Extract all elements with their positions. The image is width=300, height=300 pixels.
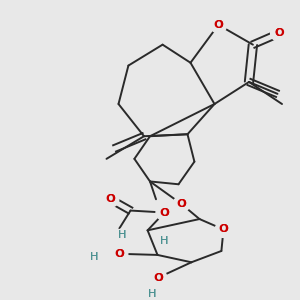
Text: O: O <box>154 272 163 283</box>
Circle shape <box>102 191 119 207</box>
Text: H: H <box>118 230 127 240</box>
Text: O: O <box>274 28 284 38</box>
Text: O: O <box>154 272 163 283</box>
Circle shape <box>116 229 129 242</box>
Text: O: O <box>177 199 186 209</box>
Text: H: H <box>89 252 98 262</box>
Circle shape <box>173 196 190 212</box>
Circle shape <box>111 246 128 262</box>
Text: O: O <box>160 208 169 218</box>
Circle shape <box>87 250 100 263</box>
Text: O: O <box>219 224 228 235</box>
Text: H: H <box>148 290 157 299</box>
Text: O: O <box>214 20 223 30</box>
Text: O: O <box>214 20 223 30</box>
Text: H: H <box>148 290 157 299</box>
Text: O: O <box>106 194 115 204</box>
Text: O: O <box>115 249 124 259</box>
Text: O: O <box>219 224 228 235</box>
Circle shape <box>215 222 232 237</box>
Text: H: H <box>160 236 169 246</box>
Text: O: O <box>160 208 169 218</box>
Circle shape <box>156 205 173 220</box>
Circle shape <box>271 26 287 41</box>
Circle shape <box>158 235 171 247</box>
Text: O: O <box>274 28 284 38</box>
Text: H: H <box>89 252 98 262</box>
Text: O: O <box>106 194 115 204</box>
Circle shape <box>146 288 159 300</box>
Circle shape <box>150 270 167 286</box>
Circle shape <box>210 17 227 33</box>
Text: H: H <box>160 236 169 246</box>
Text: O: O <box>177 199 186 209</box>
Text: H: H <box>118 230 127 240</box>
Text: O: O <box>115 249 124 259</box>
